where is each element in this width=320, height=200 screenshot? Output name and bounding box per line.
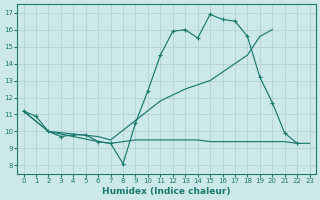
X-axis label: Humidex (Indice chaleur): Humidex (Indice chaleur) [102, 187, 231, 196]
